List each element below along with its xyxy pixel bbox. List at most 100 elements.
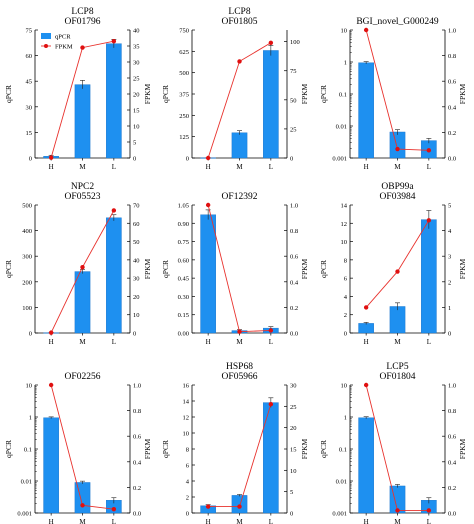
fpkm-marker: [80, 503, 85, 508]
y2-tick-label: 15: [133, 108, 140, 115]
chart-title: LCP8: [71, 7, 93, 17]
y-tick-label: 16: [183, 383, 190, 390]
y-tick-label: 250: [179, 113, 189, 120]
fpkm-marker: [111, 208, 117, 213]
fpkm-marker: [395, 508, 400, 513]
y2-axis-label: FPKM: [458, 258, 467, 279]
y-tick-label: 0.1: [24, 447, 32, 454]
y-tick-label: 10: [183, 431, 190, 438]
bar: [421, 219, 437, 334]
y2-tick-label: 10: [290, 468, 297, 475]
y-tick-label: 0.30: [178, 294, 189, 301]
y-axis-label: qPCR: [319, 440, 328, 458]
y2-tick-label: 20: [133, 92, 140, 99]
x-tick-label: H: [206, 163, 211, 171]
bar: [106, 43, 122, 159]
y-tick-label: 14: [183, 399, 190, 406]
y2-tick-label: 25: [290, 404, 297, 411]
y-tick-label: 10: [341, 28, 348, 35]
x-tick-label: H: [49, 338, 54, 346]
y-tick-label: 400: [22, 228, 32, 235]
y-tick-label: 0.001: [17, 511, 32, 518]
y2-tick-label: 4: [448, 228, 452, 235]
y2-tick-label: 0.6: [290, 254, 299, 261]
x-tick-label: M: [394, 338, 401, 346]
x-tick-label: H: [364, 338, 369, 346]
chart-title: OF05523: [65, 192, 101, 202]
y2-tick-label: 5: [448, 203, 451, 210]
y2-tick-label: 0.8: [133, 408, 141, 415]
bar: [389, 306, 406, 334]
y2-tick-label: 2: [448, 279, 451, 286]
fpkm-marker: [237, 329, 242, 334]
y-tick-label: 2: [344, 312, 347, 319]
x-tick-label: H: [206, 518, 211, 524]
y-axis-label: qPCR: [161, 85, 170, 103]
x-tick-label: L: [427, 163, 431, 171]
y2-tick-label: 0: [448, 331, 451, 338]
y-axis-label: qPCR: [319, 260, 328, 278]
y-tick-label: 375: [179, 92, 189, 99]
y2-tick-label: 0.0: [448, 511, 456, 518]
y2-tick-label: 50: [290, 97, 297, 104]
bar: [358, 417, 374, 514]
x-tick-label: L: [112, 518, 116, 524]
y2-tick-label: 20: [133, 294, 140, 301]
y2-axis-label: FPKM: [458, 438, 467, 459]
chart-title: LCP8: [228, 7, 250, 17]
x-tick-label: M: [236, 163, 243, 171]
y2-tick-label: 1: [448, 305, 451, 312]
y-tick-label: 0.75: [178, 239, 189, 246]
fpkm-marker: [363, 27, 369, 33]
y2-tick-label: 0.8: [290, 228, 298, 235]
y-tick-label: 15: [26, 130, 33, 137]
y2-tick-label: 10: [133, 312, 140, 319]
y2-tick-label: 35: [133, 44, 140, 51]
fpkm-marker: [426, 508, 432, 513]
y-tick-label: 100: [22, 305, 32, 312]
y2-tick-label: 30: [133, 276, 140, 283]
fpkm-marker: [80, 45, 85, 50]
bar: [74, 482, 91, 514]
y2-tick-label: 60: [133, 221, 140, 228]
y2-tick-label: 0.4: [448, 104, 457, 111]
y2-tick-label: 0: [133, 156, 136, 163]
y2-tick-label: 0: [290, 511, 293, 518]
fpkm-marker: [268, 328, 274, 333]
chart-title: OF12392: [222, 192, 258, 202]
legend-swatch-marker: [44, 44, 48, 48]
y-tick-label: 1: [344, 415, 347, 422]
y2-axis-label: FPKM: [143, 83, 152, 104]
y2-axis-label: FPKM: [143, 258, 152, 279]
y-tick-label: 0.00: [178, 331, 189, 338]
y-tick-label: 0.1: [339, 92, 347, 99]
y2-axis-label: FPKM: [300, 83, 309, 104]
chart-panel: OF02256 0.001 0.01 0.1 1 10 0.0 0.2 0.4 0.6 0.8 1.0…: [4, 372, 152, 524]
y2-tick-label: 1.0: [290, 203, 298, 210]
fpkm-marker: [237, 59, 242, 64]
bar: [358, 62, 374, 159]
y2-tick-label: 1.0: [133, 383, 141, 390]
chart-panel: OF12392 0.00 0.15 0.30 0.45 0.60 0.75 0.90 1.05 0…: [161, 192, 309, 346]
y2-tick-label: 0: [133, 331, 136, 338]
y-tick-label: 12: [341, 221, 348, 228]
y-tick-label: 0.45: [178, 276, 189, 283]
x-tick-label: H: [49, 518, 54, 524]
y2-tick-label: 0.4: [448, 459, 457, 466]
y-tick-label: 0.1: [339, 447, 347, 454]
fpkm-line: [208, 404, 272, 508]
fpkm-marker: [237, 504, 242, 509]
chart-title: NPC2: [71, 182, 94, 192]
y2-tick-label: 0.6: [448, 434, 457, 441]
fpkm-marker: [363, 382, 369, 388]
y2-tick-label: 40: [133, 28, 140, 35]
fpkm-marker: [48, 330, 54, 335]
bar: [231, 132, 248, 159]
chart-title: OF01796: [65, 17, 101, 27]
bar: [74, 271, 91, 334]
bar: [263, 50, 279, 159]
